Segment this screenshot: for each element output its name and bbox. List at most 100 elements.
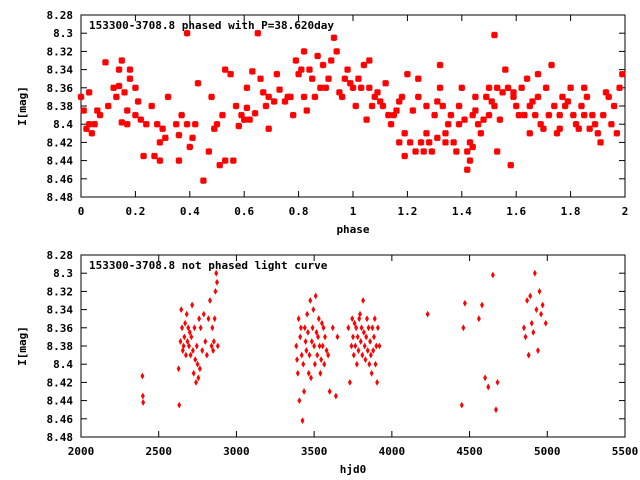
data-point <box>180 324 184 332</box>
data-point <box>404 70 411 78</box>
data-point <box>372 315 377 323</box>
data-point <box>196 374 201 382</box>
data-point <box>420 148 428 155</box>
data-point <box>161 134 169 142</box>
data-point <box>209 342 214 350</box>
chart-title: 153300-3708.8 not phased light curve <box>89 259 328 272</box>
data-point <box>320 342 325 350</box>
data-point <box>525 297 530 304</box>
data-point <box>123 107 131 114</box>
data-point <box>211 338 216 345</box>
data-point <box>526 351 531 359</box>
data-point <box>458 84 466 92</box>
data-point <box>118 57 126 64</box>
data-point <box>414 93 422 101</box>
data-point <box>556 125 564 133</box>
data-point <box>265 125 273 133</box>
data-point <box>313 292 318 300</box>
data-point <box>265 93 273 101</box>
data-point <box>326 351 331 359</box>
y-tick-label: 8.44 <box>47 395 74 408</box>
data-point <box>594 129 602 137</box>
data-point <box>308 75 316 83</box>
data-point <box>529 319 534 327</box>
data-point <box>203 338 208 345</box>
y-tick-label: 8.34 <box>47 64 74 77</box>
data-point <box>336 88 343 96</box>
data-point <box>325 75 332 83</box>
data-point <box>476 315 481 323</box>
data-point <box>365 347 370 354</box>
data-point <box>243 84 251 92</box>
data-point <box>361 297 366 304</box>
data-point <box>354 324 359 332</box>
y-tick-label: 8.38 <box>47 100 74 113</box>
data-point <box>189 134 196 142</box>
data-point <box>352 102 360 110</box>
data-point <box>312 360 317 368</box>
chart-title: 153300-3708.8 phased with P=38.620day <box>89 19 334 32</box>
data-point <box>556 111 564 119</box>
data-point <box>493 84 501 92</box>
data-point <box>485 84 493 92</box>
x-tick-label: 1.6 <box>506 205 526 218</box>
data-point <box>85 120 93 128</box>
unphased-light-curve-plot: 8.28 8.3 8.32 8.34 8.36 8.38 8.4 8.42 8.44 8.46 8.… <box>16 249 638 476</box>
data-point <box>188 351 193 359</box>
data-point <box>528 292 533 300</box>
data-point <box>425 139 433 146</box>
data-point <box>321 324 326 332</box>
data-point <box>490 271 495 279</box>
data-point <box>512 102 520 110</box>
y-tick-label: 8.48 <box>47 431 74 444</box>
x-axis-label: hjd0 <box>340 463 367 476</box>
data-point <box>463 148 471 155</box>
data-point <box>491 102 498 110</box>
data-point <box>175 131 183 139</box>
data-point <box>543 319 548 327</box>
data-point <box>493 148 501 155</box>
data-point <box>364 333 369 341</box>
data-point <box>316 84 324 92</box>
data-point <box>550 102 558 110</box>
x-tick-label: 1.4 <box>452 205 472 218</box>
data-point <box>442 139 449 146</box>
data-point <box>605 93 613 101</box>
data-point <box>357 84 365 92</box>
data-point <box>330 34 338 42</box>
data-point <box>423 102 430 110</box>
y-tick-label: 8.42 <box>47 136 74 149</box>
data-point <box>373 360 378 368</box>
data-point <box>463 166 471 174</box>
data-point <box>227 70 234 78</box>
data-point <box>425 310 430 318</box>
data-point <box>232 102 240 110</box>
y-axis-label: I[mag] <box>16 326 29 366</box>
data-point <box>184 310 189 318</box>
data-point <box>317 342 322 350</box>
data-point <box>366 324 371 332</box>
data-point <box>540 125 547 133</box>
data-point <box>333 48 341 55</box>
data-point <box>156 157 164 164</box>
data-point <box>359 324 364 332</box>
data-point <box>91 120 98 128</box>
data-point <box>298 324 303 332</box>
data-point <box>319 319 324 327</box>
data-point <box>309 374 313 382</box>
data-point <box>534 93 542 101</box>
data-point <box>361 328 366 336</box>
data-point <box>187 328 192 336</box>
data-point <box>254 29 262 37</box>
y-tick-label: 8.46 <box>47 173 74 186</box>
data-point <box>360 351 365 359</box>
data-point <box>354 360 359 368</box>
data-point <box>491 31 498 39</box>
x-tick-label: 1.8 <box>561 205 581 218</box>
data-point <box>215 278 219 286</box>
data-point <box>338 93 346 101</box>
x-tick-label: 0.4 <box>180 205 200 218</box>
data-point <box>319 61 327 69</box>
data-point <box>294 342 299 350</box>
